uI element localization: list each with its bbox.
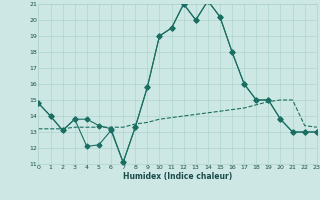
X-axis label: Humidex (Indice chaleur): Humidex (Indice chaleur) — [123, 172, 232, 181]
